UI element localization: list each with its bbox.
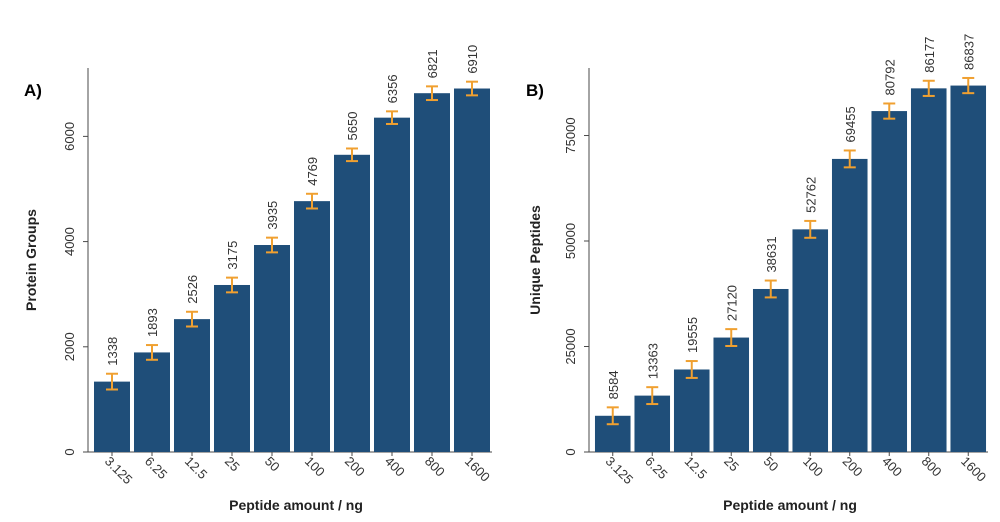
panel-a-error-bar: [346, 147, 358, 163]
panel-a-x-tick-label: 3.125: [102, 454, 136, 488]
panel-b-x-tick-label: 800: [919, 454, 945, 480]
panel-b-error-bar: [804, 219, 817, 239]
panel-a-x-tick-label: 200: [342, 454, 368, 480]
panel-a-x-tick-label: 12.5: [182, 454, 211, 483]
panel-a-bar: [174, 319, 210, 452]
panel-b-y-axis-title: Unique Peptides: [527, 205, 543, 315]
panel-b-data-label: 80792: [882, 59, 897, 95]
panel-a-bar: [254, 245, 290, 452]
panel-a-error-bar: [306, 192, 318, 210]
panel-a-data-label: 3935: [265, 201, 280, 230]
panel-b-data-label: 13363: [645, 343, 660, 379]
panel-b-data-label: 19555: [685, 317, 700, 353]
panel-b-y-tick-label: 0: [563, 448, 578, 455]
panel-a-x-tick-label: 6.25: [142, 454, 171, 483]
panel-a-bar: [134, 352, 170, 452]
panel-a-data-label: 4769: [305, 157, 320, 186]
panel-b-x-axis-title: Peptide amount / ng: [723, 497, 857, 513]
panel-b-x-tick-label: 200: [840, 454, 866, 480]
panel-a-bar: [294, 201, 330, 452]
panel-a-y-tick-label: 0: [62, 448, 77, 455]
panel-b-x-tick-label: 400: [879, 454, 905, 480]
panel-a-bar: [414, 93, 450, 452]
panel-b-y-tick-label: 75000: [563, 117, 578, 153]
panel-a-x-tick-label: 1600: [462, 454, 493, 485]
panel-b-bar: [910, 88, 947, 453]
panel-b-x-tick-label: 3.125: [603, 454, 637, 488]
panel-b-x-tick-label: 50: [761, 454, 782, 475]
panel-b-error-bar: [725, 328, 738, 347]
panel-a-data-label: 3175: [225, 241, 240, 270]
panel-b-data-label: 27120: [724, 285, 739, 321]
panel-a-marks: 0 2000 4000 6000 1338 3.125 1893 6.25 2526 12.5 31…: [62, 45, 493, 487]
panel-b-bar: [950, 85, 987, 452]
panel-b-error-bar: [764, 279, 777, 299]
panel-a-error-bar: [386, 110, 398, 125]
panel-a-error-bar: [226, 276, 238, 294]
chart-panel-b: B) Unique Peptides Peptide amount / ng 0…: [526, 34, 989, 513]
panel-a-data-label: 1893: [145, 308, 160, 337]
panel-b-y-tick-label: 25000: [563, 328, 578, 364]
panel-b-bar: [673, 369, 710, 452]
panel-b-y-tick-label: 50000: [563, 223, 578, 259]
panel-b-data-label: 38631: [764, 236, 779, 272]
panel-b-x-tick-label: 100: [800, 454, 826, 480]
panel-a-data-label: 6910: [465, 45, 480, 74]
panel-b-bar: [713, 337, 750, 452]
panel-a-error-bar: [466, 80, 478, 97]
panel-b-data-label: 52762: [803, 177, 818, 213]
panel-a-letter: A): [24, 81, 42, 100]
panel-a-error-bar: [266, 236, 278, 254]
panel-b-letter: B): [526, 81, 544, 100]
panel-b-marks: 0 25000 50000 75000 8584 3.125 13363 6.25 19555 1…: [563, 34, 989, 487]
panel-a-data-label: 6821: [425, 49, 440, 78]
panel-a-x-tick-label: 800: [422, 454, 448, 480]
panel-b-error-bar: [922, 79, 935, 97]
panel-a-data-label: 6356: [385, 74, 400, 103]
panel-a-x-tick-label: 50: [262, 454, 283, 475]
panel-a-data-label: 2526: [185, 275, 200, 304]
panel-a-error-bar: [426, 85, 438, 102]
panel-b-bar: [752, 288, 789, 452]
panel-b-error-bar: [606, 406, 619, 426]
panel-a-y-tick-label: 4000: [62, 227, 77, 256]
panel-b-data-label: 86837: [961, 34, 976, 70]
panel-a-bar: [214, 284, 250, 452]
panel-a-y-tick-label: 2000: [62, 332, 77, 361]
panel-b-data-label: 86177: [922, 37, 937, 73]
panel-b-bar: [831, 158, 868, 452]
panel-a-error-bar: [186, 310, 198, 328]
panel-a-y-tick-label: 6000: [62, 122, 77, 151]
panel-b-error-bar: [843, 149, 856, 169]
panel-a-bar: [374, 117, 410, 453]
panel-a-x-tick-label: 100: [302, 454, 328, 480]
panel-b-error-bar: [646, 386, 659, 406]
panel-b-x-tick-label: 25: [721, 454, 742, 475]
panel-a-error-bar: [146, 344, 158, 361]
panel-b-data-label: 8584: [606, 370, 621, 399]
panel-a-x-tick-label: 400: [382, 454, 408, 480]
panel-b-x-tick-label: 6.25: [642, 454, 671, 483]
panel-a-bar: [334, 154, 370, 452]
chart-panel-a: A) Protein Groups Peptide amount / ng 0 2…: [23, 45, 493, 513]
panel-b-x-tick-label: 12.5: [682, 454, 711, 483]
panel-b-x-tick-label: 1600: [958, 454, 989, 485]
panel-b-error-bar: [883, 102, 896, 120]
panel-b-bar: [871, 111, 908, 453]
panel-a-y-axis-title: Protein Groups: [23, 209, 39, 311]
panel-a-x-tick-label: 25: [222, 454, 243, 475]
panel-a-data-label: 5650: [345, 112, 360, 141]
panel-a-error-bar: [106, 372, 118, 391]
panel-a-bar: [94, 381, 130, 452]
panel-b-bar: [792, 229, 829, 452]
panel-a-x-axis-title: Peptide amount / ng: [229, 497, 363, 513]
panel-b-error-bar: [685, 360, 698, 379]
panel-a-bar: [454, 88, 490, 452]
panel-a-data-label: 1338: [105, 337, 120, 366]
panel-b-error-bar: [962, 76, 975, 95]
panel-b-data-label: 69455: [843, 106, 858, 142]
